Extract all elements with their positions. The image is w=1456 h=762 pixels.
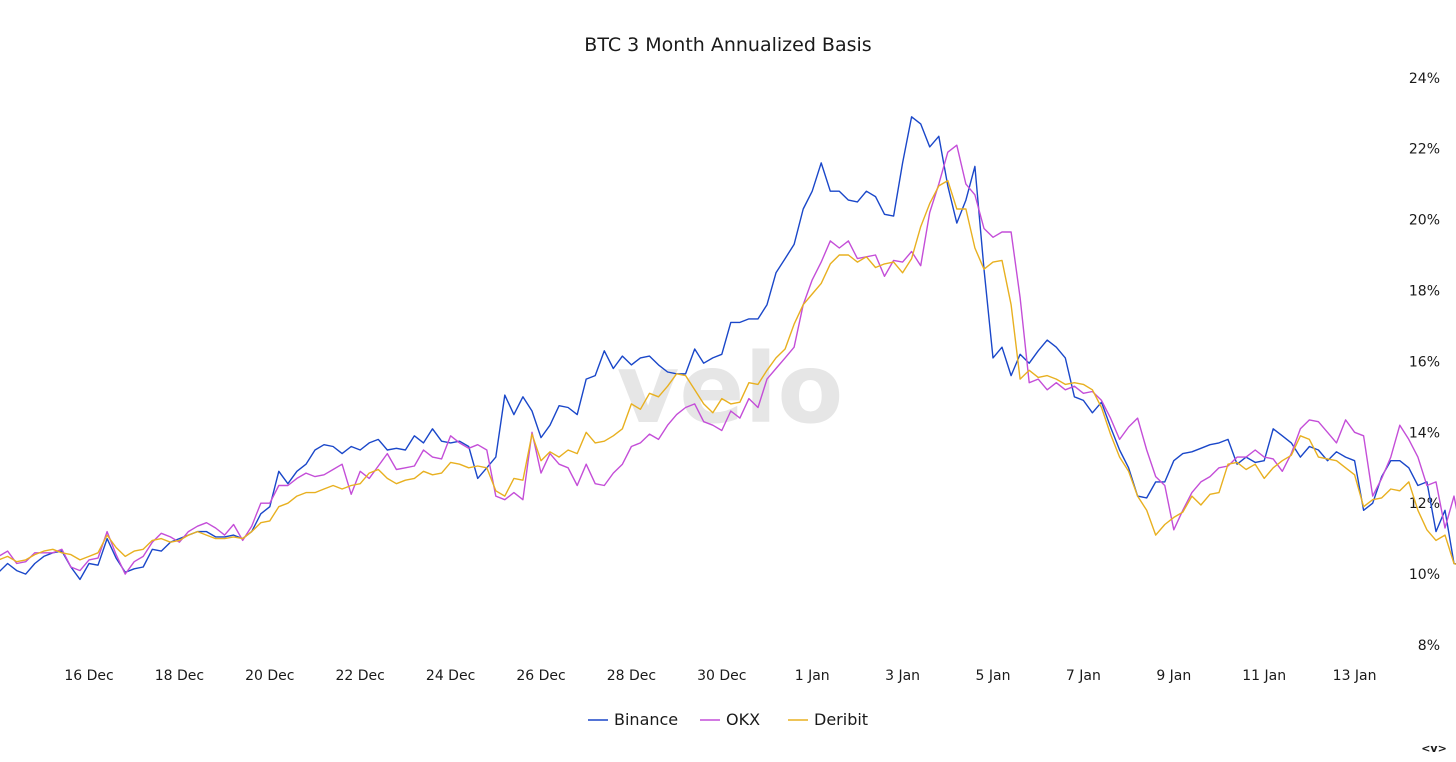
legend-item-deribit[interactable]: Deribit	[814, 710, 868, 729]
legend[interactable]: Binance OKX Deribit	[588, 710, 868, 729]
x-tick-label: 16 Dec	[64, 668, 113, 684]
watermark: velo	[617, 333, 844, 445]
x-tick-label: 13 Jan	[1333, 668, 1377, 684]
series-line-binance	[0, 116, 1456, 581]
y-tick-label: 10%	[1409, 567, 1440, 583]
x-tick-label: 28 Dec	[607, 668, 656, 684]
y-tick-label: 18%	[1409, 284, 1440, 300]
x-tick-label: 5 Jan	[976, 668, 1011, 684]
plot-area	[0, 116, 1456, 581]
x-tick-label: 9 Jan	[1156, 668, 1191, 684]
series-line-deribit	[0, 179, 1456, 566]
x-tick-label: 18 Dec	[155, 668, 204, 684]
x-tick-label: 24 Dec	[426, 668, 475, 684]
x-tick-label: 22 Dec	[336, 668, 385, 684]
legend-item-okx[interactable]: OKX	[726, 710, 760, 729]
x-tick-label: 30 Dec	[697, 668, 746, 684]
legend-item-binance[interactable]: Binance	[614, 710, 678, 729]
x-tick-label: 3 Jan	[885, 668, 920, 684]
y-tick-label: 14%	[1409, 425, 1440, 441]
x-tick-label: 1 Jan	[795, 668, 830, 684]
y-tick-label: 22%	[1409, 142, 1440, 158]
expand-collapse-icon[interactable]: <v>	[1421, 742, 1447, 755]
y-tick-label: 20%	[1409, 213, 1440, 229]
x-axis: 16 Dec 18 Dec 20 Dec 22 Dec 24 Dec 26 Dec 28 D…	[64, 668, 1376, 684]
y-axis: 8%10%12%14%16%18%20%22%24%	[1409, 71, 1440, 654]
series-line-okx	[0, 144, 1456, 575]
x-tick-label: 11 Jan	[1242, 668, 1286, 684]
y-tick-label: 8%	[1418, 638, 1440, 654]
chart-title: BTC 3 Month Annualized Basis	[584, 34, 871, 56]
x-tick-label: 20 Dec	[245, 668, 294, 684]
y-tick-label: 16%	[1409, 354, 1440, 370]
x-tick-label: 26 Dec	[516, 668, 565, 684]
x-tick-label: 7 Jan	[1066, 668, 1101, 684]
y-tick-label: 24%	[1409, 71, 1440, 87]
